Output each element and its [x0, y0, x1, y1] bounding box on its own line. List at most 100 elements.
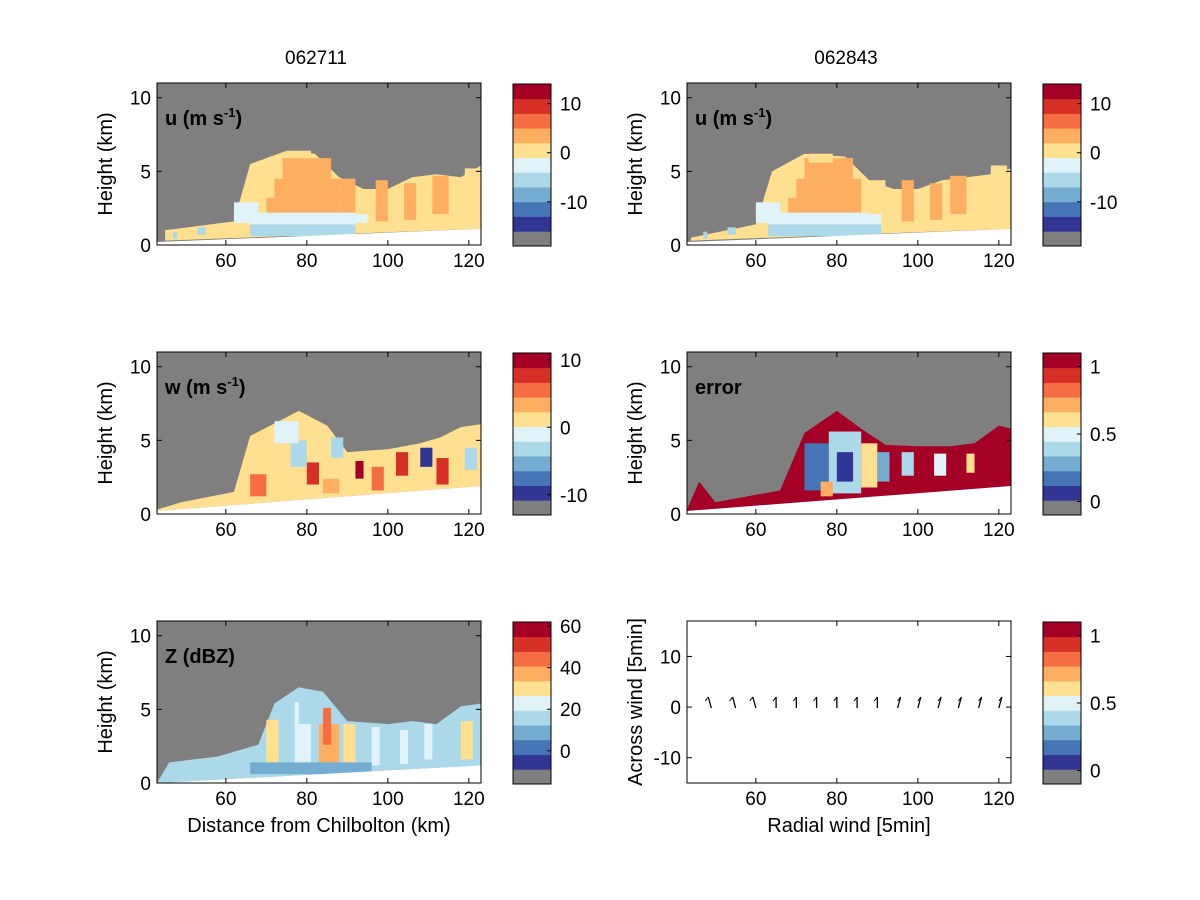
wind-vector-head [937, 696, 942, 702]
y-tick-label: 10 [660, 358, 681, 379]
colorbar-segment [1043, 441, 1081, 457]
wind-vector-head [833, 696, 838, 702]
y-axis-label: Height (km) [625, 112, 647, 215]
colorbar-segment [1043, 739, 1081, 755]
colorbar-segment [1043, 622, 1081, 638]
y-tick-label: 10 [130, 89, 151, 110]
colorbar-tick-label: 60 [560, 617, 581, 638]
data-cell [869, 180, 886, 215]
data-cell [727, 227, 736, 235]
data-cell [339, 178, 356, 213]
x-tick-label: 120 [453, 251, 485, 272]
y-tick-label: 0 [670, 505, 681, 526]
panel-label: Z (dBZ) [165, 646, 235, 668]
data-cell [282, 158, 332, 179]
echo-region [157, 410, 481, 512]
axes-frame [156, 351, 482, 515]
data-cell [768, 224, 882, 237]
data-cell [371, 727, 380, 766]
x-tick-label: 100 [902, 251, 934, 272]
data-cell [861, 443, 878, 488]
x-tick-label: 100 [372, 520, 404, 541]
colorbar-segment [1043, 172, 1081, 188]
data-cell [266, 719, 279, 772]
colorbar-tick-label: 0 [560, 742, 571, 763]
panel-label: u (m s-1) [165, 105, 242, 130]
data-cell [250, 762, 372, 775]
wind-vector-head [873, 696, 878, 702]
col-title-left: 062711 [285, 48, 347, 69]
y-tick-label: 0 [670, 698, 681, 719]
colorbar-segment [513, 769, 551, 785]
data-cell [323, 707, 332, 745]
colorbar-tick-label: 20 [560, 700, 581, 721]
colorbar-segment [1043, 113, 1081, 129]
colorbar-tick-label: 0 [560, 418, 571, 439]
data-cell [290, 440, 307, 467]
x-tick-label: 80 [296, 251, 317, 272]
ground-mask [687, 228, 1011, 245]
wind-vector-head [978, 696, 982, 702]
x-tick-label: 120 [983, 520, 1015, 541]
colorbar-frame [512, 352, 552, 516]
colorbar-tick-label: 0 [560, 144, 571, 165]
colorbar-segment [513, 636, 551, 652]
colorbar-segment [513, 485, 551, 501]
data-cell [796, 178, 862, 198]
wind-vector [752, 696, 757, 709]
colorbar-segment [1043, 142, 1081, 159]
colorbar-segment [513, 622, 551, 638]
colorbar-segment [513, 201, 551, 217]
y-tick-label: 10 [130, 358, 151, 379]
axes-frame [686, 620, 1012, 784]
axes-frame [156, 620, 482, 784]
y-tick-label: 0 [670, 236, 681, 257]
x-tick-label: 80 [826, 520, 847, 541]
colorbar-segment [1043, 769, 1081, 785]
data-cell [703, 231, 708, 240]
data-cell [286, 150, 311, 159]
y-tick-label: 5 [140, 431, 151, 452]
axes-frame [686, 351, 1012, 515]
plot-area [157, 352, 481, 514]
colorbar-segment [513, 382, 551, 398]
x-tick-label: 80 [826, 251, 847, 272]
colorbar-segment [513, 113, 551, 129]
data-cell [274, 178, 340, 198]
data-cell [371, 466, 384, 491]
x-tick-label: 60 [745, 251, 766, 272]
colorbar-tick-label: 10 [560, 351, 581, 372]
colorbar-segment [513, 397, 551, 413]
colorbar-segment [513, 725, 551, 741]
colorbar-segment [1043, 470, 1081, 486]
data-cell [274, 421, 299, 444]
colorbar: 10.50 [1042, 621, 1116, 785]
x-tick-label: 60 [215, 251, 236, 272]
wind-vector-head [704, 696, 709, 702]
data-cell [934, 453, 947, 476]
colorbar-segment [1043, 157, 1081, 173]
colorbar-tick-label: 10 [1090, 95, 1111, 116]
colorbar-segment [1043, 187, 1081, 203]
colorbar-segment [1043, 231, 1081, 247]
data-cell [820, 481, 833, 497]
colorbar-segment [1043, 353, 1081, 369]
ground-mask [157, 228, 481, 245]
x-tick-label: 120 [983, 251, 1015, 272]
colorbar-segment [513, 98, 551, 114]
wind-vector [977, 696, 983, 709]
colorbar: 60 40 20 0 [512, 617, 581, 785]
data-cell [808, 153, 833, 163]
colorbar-segment [513, 426, 551, 442]
data-cell [404, 183, 417, 220]
y-axis-label: Height (km) [95, 650, 117, 753]
data-cell [197, 227, 206, 235]
colorbar-tick-label: 0 [1090, 762, 1101, 783]
y-tick-label: 0 [140, 236, 151, 257]
x-tick-label: 120 [983, 789, 1015, 810]
colorbar-segment [513, 172, 551, 188]
